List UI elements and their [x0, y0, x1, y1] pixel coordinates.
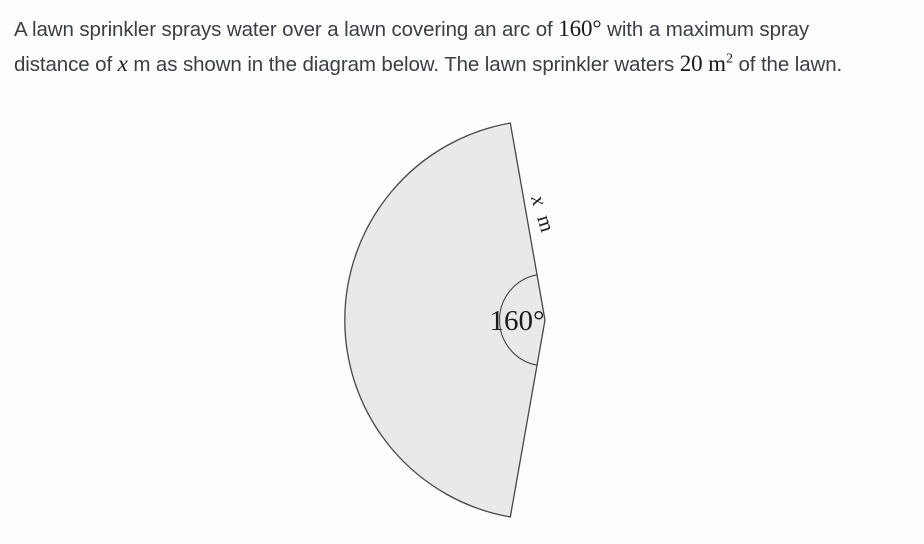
- line2-area-value: 20 m2: [680, 51, 733, 76]
- line2-area-exponent: 2: [725, 50, 733, 66]
- line2-text-mid: m as shown in the diagram below. The law…: [127, 52, 680, 76]
- angle-label: 160°: [489, 305, 544, 337]
- line2-variable: x: [117, 50, 128, 76]
- radius-label-unit: m: [532, 212, 560, 235]
- line1-text-post: with a maximum spray: [601, 18, 810, 41]
- line2-text-pre: distance of: [14, 52, 118, 76]
- sector-shape: [344, 122, 546, 518]
- line2-text-post: of the lawn.: [732, 52, 843, 76]
- line1-angle-value: 160°: [558, 16, 602, 41]
- problem-line-2: distance of x m as shown in the diagram …: [14, 47, 842, 82]
- radius-label: x m: [526, 191, 560, 234]
- angle-arc-marker: [499, 274, 538, 366]
- problem-statement: A lawn sprinkler sprays water over a law…: [14, 12, 842, 81]
- problem-line-1: A lawn sprinkler sprays water over a law…: [14, 12, 842, 47]
- radius-label-variable: x: [526, 191, 552, 209]
- line1-text-pre: A lawn sprinkler sprays water over a law…: [14, 18, 559, 41]
- line2-area-base: 20 m: [679, 50, 726, 76]
